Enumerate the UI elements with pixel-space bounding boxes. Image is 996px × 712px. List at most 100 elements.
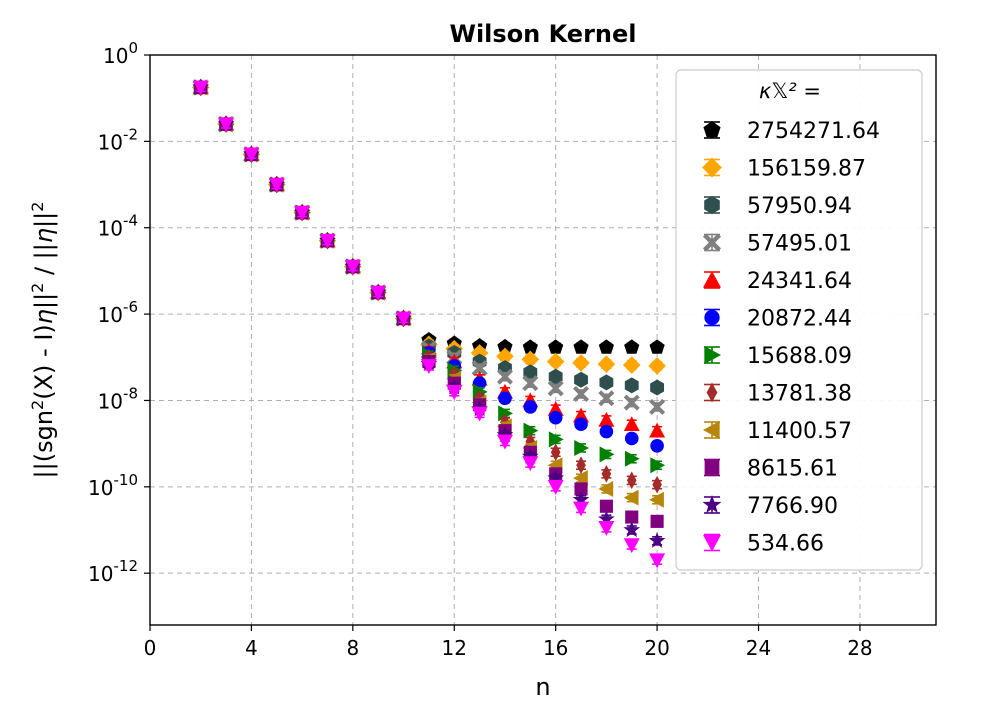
legend-title: κ𝕏² = [759,79,821,103]
data-point [319,233,336,249]
data-point [706,382,718,403]
data-point [496,434,513,450]
y-tick-label: 10-6 [98,298,138,327]
x-tick-label: 0 [144,636,157,660]
x-tick-label: 12 [442,636,467,660]
x-tick-label: 8 [346,636,359,660]
data-point [471,406,488,422]
legend-entry: 2754271.64 [703,119,880,144]
data-point [624,377,639,394]
data-point [548,410,563,425]
y-tick-label: 10-8 [98,384,138,413]
x-axis: 0 4 8 12 16 20 24 28 [144,625,873,660]
legend-entry: 57950.94 [704,194,852,219]
data-point [623,394,640,411]
legend-entry: 534.66 [703,532,824,557]
data-point [704,460,720,475]
data-point [572,490,590,507]
y-tick-label: 10-4 [98,212,138,241]
series-534.66 [192,80,666,569]
legend-entry: 156159.87 [702,157,866,182]
data-points [191,78,666,569]
data-point [598,339,614,354]
data-point [704,346,721,364]
legend-label: 15688.09 [747,344,852,369]
data-point [623,416,640,431]
data-point [599,424,614,439]
data-point [598,390,615,407]
legend-label: 11400.57 [747,419,852,444]
data-point [650,379,665,396]
data-point [496,368,513,385]
data-point [497,338,513,354]
legend-entry: 15688.09 [704,344,852,369]
data-point [547,401,564,416]
data-point [599,499,613,513]
data-point [598,510,615,527]
data-point [650,457,666,474]
data-point [548,431,564,448]
legend-label: 24341.64 [747,269,852,294]
legend-label: 156159.87 [747,157,866,182]
data-point [523,364,538,381]
data-point [704,309,720,326]
y-tick-label: 10-2 [98,125,138,154]
legend-label: 8615.61 [747,457,838,482]
plot-frame [149,54,937,626]
data-point [420,359,437,374]
legend-entry: 11400.57 [703,419,852,444]
legend-label: 57495.01 [747,232,852,257]
data-point [573,339,589,354]
data-point [218,117,235,133]
data-point [370,285,387,301]
data-point [522,456,539,472]
legend-label: 534.66 [747,532,824,557]
data-point [547,469,565,486]
legend-entry: 8615.61 [704,457,838,482]
data-point [574,482,588,496]
data-point [623,538,640,554]
data-point [498,391,512,406]
data-point [521,350,540,369]
data-point [521,447,539,464]
data-point [703,233,721,252]
data-point [496,347,514,366]
data-point [648,532,666,548]
data-point [703,534,721,552]
y-tick-label: 10-10 [88,471,138,500]
legend-entry: 13781.38 [704,382,852,407]
legend-entry: 24341.64 [703,269,852,294]
data-point [523,400,538,414]
data-point [522,339,538,354]
data-point [192,80,209,96]
data-point [703,271,721,288]
data-point [574,439,590,456]
data-point [471,360,488,377]
data-point [624,339,640,354]
data-point [446,385,463,400]
data-point [496,426,514,443]
data-point [702,157,722,178]
data-point [650,438,664,453]
data-point [574,371,588,388]
data-point [546,352,565,371]
data-point [294,205,311,221]
data-point [573,501,590,517]
data-point [547,480,564,495]
x-tick-label: 20 [644,636,669,660]
data-point [268,177,285,193]
y-axis: 100 10-2 10-4 10-6 10-8 10-10 10-12 [88,39,150,586]
data-point [649,422,666,438]
data-point [598,480,614,497]
y-axis-label: ||(sgn2(X) - I)η||2 / ||η||2 [28,202,58,479]
legend-entry: 7766.90 [702,494,838,519]
data-point [649,491,664,508]
data-point [623,521,641,538]
data-point [548,339,564,354]
data-point [573,407,590,423]
y-tick-label: 100 [103,39,138,68]
x-axis-label: n [535,673,550,701]
data-point [243,147,260,163]
data-point [649,339,665,354]
